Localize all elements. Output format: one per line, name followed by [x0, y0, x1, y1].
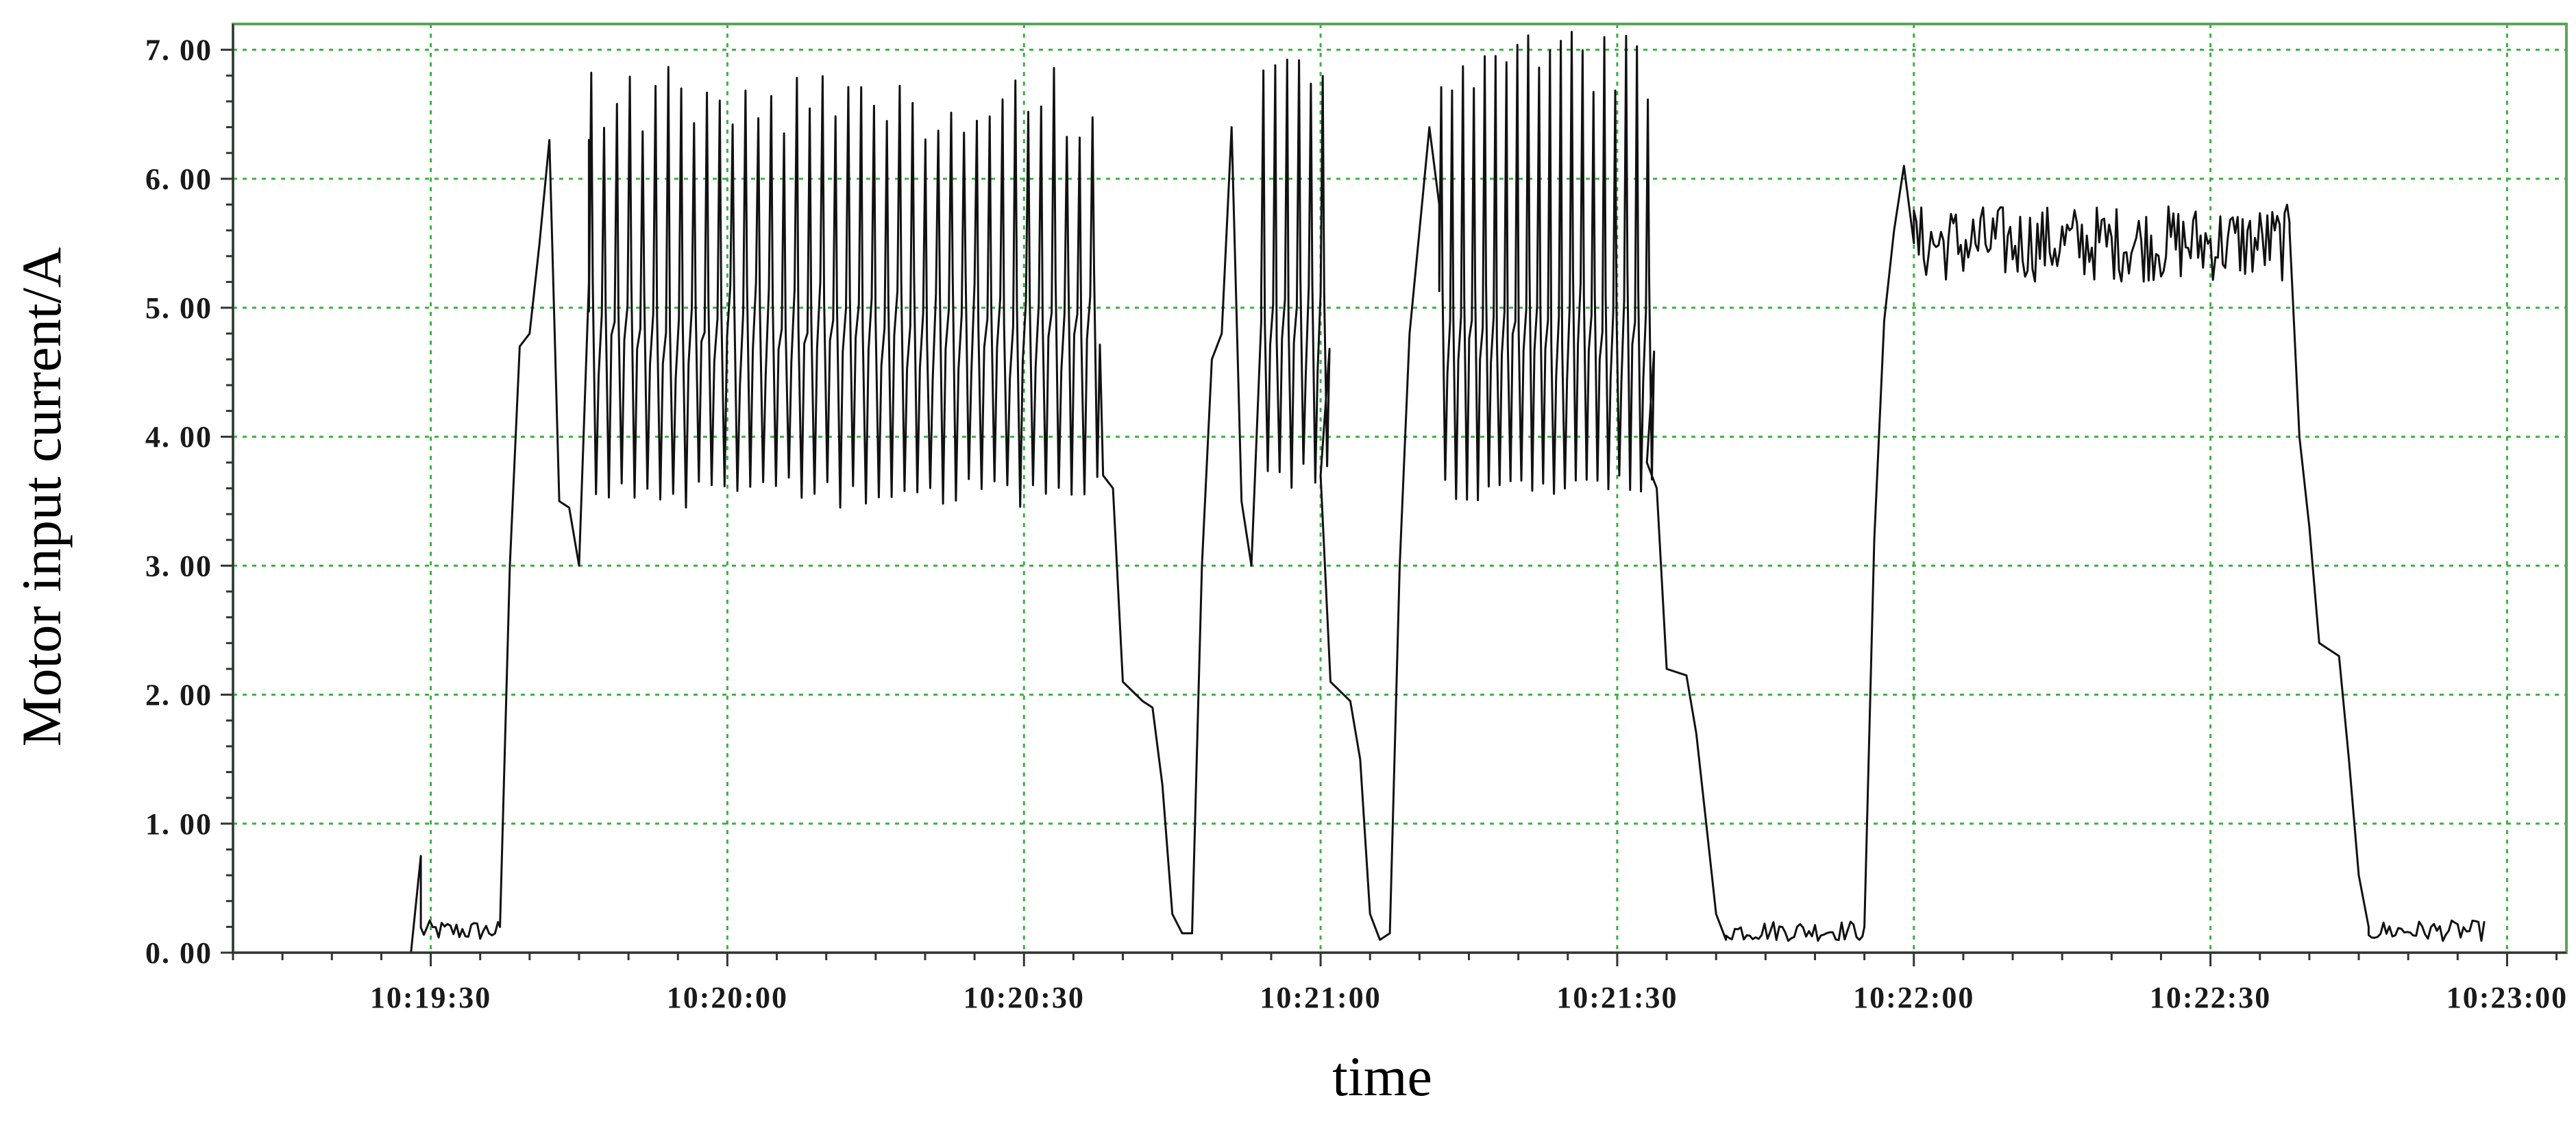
x-tick-label: 10:20:30 [964, 981, 1085, 1014]
y-tick-label: 7. 00 [145, 34, 212, 67]
x-tick-label: 10:23:00 [2446, 981, 2568, 1014]
y-tick-label: 2. 00 [145, 679, 212, 712]
axis-layer: 0. 00 1. 00 2. 00 3. 00 4. 00 5. 00 6. 00 7. 00… [145, 24, 2568, 1014]
y-tick-label: 1. 00 [145, 807, 212, 841]
current-series-line [233, 30, 2486, 954]
y-tick-label: 6. 00 [145, 162, 212, 196]
series-layer [233, 30, 2486, 954]
y-tick-label: 5. 00 [145, 291, 212, 325]
y-tick-label: 0. 00 [145, 936, 212, 970]
x-tick-label: 10:22:30 [2150, 981, 2271, 1014]
x-tick-label: 10:22:00 [1853, 981, 1974, 1014]
x-tick-label: 10:20:00 [667, 981, 788, 1014]
plot-frame [232, 23, 2568, 954]
y-axis-title: Motor input current/A [10, 247, 73, 747]
y-tick-label: 4. 00 [145, 420, 212, 454]
x-tick-label: 10:21:30 [1556, 981, 1678, 1014]
x-axis-title: time [1332, 1045, 1432, 1108]
plot-frame-rect [232, 23, 2568, 954]
y-tick-label: 3. 00 [145, 549, 212, 583]
x-tick-label: 10:21:00 [1260, 981, 1381, 1014]
grid-layer [233, 24, 2566, 953]
x-tick-label: 10:19:30 [370, 981, 491, 1014]
